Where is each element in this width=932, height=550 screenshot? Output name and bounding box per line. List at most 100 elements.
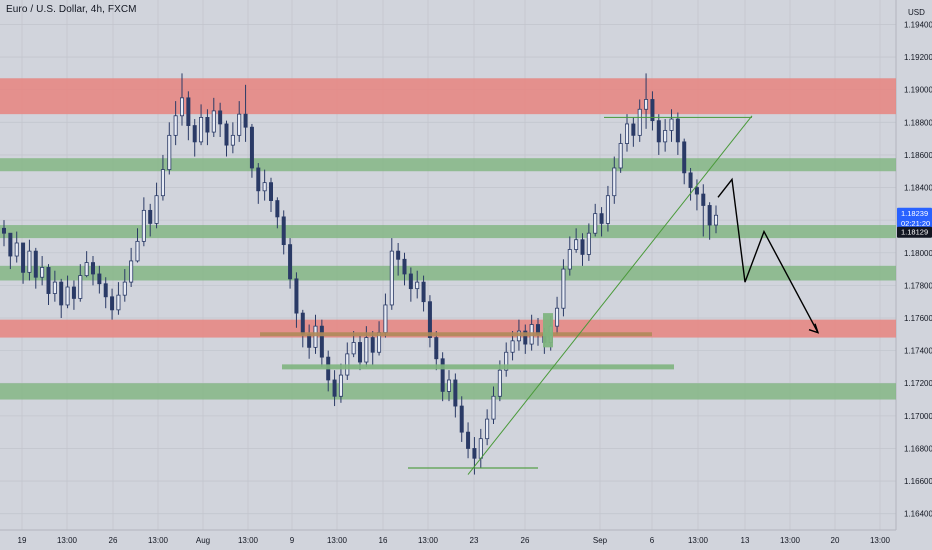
candle-body-down <box>71 286 76 299</box>
candle-body-down <box>580 239 585 255</box>
x-tick-label: 13 <box>741 536 750 545</box>
candle-body-up <box>129 260 134 283</box>
symbol-title: Euro / U.S. Dollar, 4h, FXCM <box>6 4 137 15</box>
candle-body-down <box>205 117 210 133</box>
candle-body-down <box>408 273 413 290</box>
candle-body-up <box>561 268 566 309</box>
candle-body-up <box>154 195 159 224</box>
candle-body-up <box>669 118 674 131</box>
support-zone <box>0 265 896 281</box>
candle-body-down <box>523 330 528 345</box>
x-tick-label: 16 <box>379 536 388 545</box>
y-tick-label: 1.18400 <box>904 184 932 193</box>
candle-body-down <box>427 301 432 338</box>
candle-body-down <box>192 125 197 143</box>
candle-body-up <box>179 97 184 117</box>
candle-body-down <box>650 99 655 122</box>
candle-body-down <box>186 97 191 126</box>
candle-body-down <box>46 267 51 294</box>
candle-body-up <box>478 438 483 459</box>
candle-body-up <box>714 214 719 226</box>
candle-body-down <box>224 123 229 146</box>
resistance-zone <box>0 319 896 338</box>
y-tick-label: 1.18800 <box>904 118 932 127</box>
y-tick-label: 1.19000 <box>904 86 932 95</box>
candle-body-down <box>688 172 693 188</box>
candle-body-down <box>440 358 445 392</box>
candle-body-up <box>116 294 121 311</box>
candle-body-up <box>574 239 579 250</box>
candle-body-up <box>593 213 598 234</box>
candle-body-up <box>135 240 140 262</box>
currency-label: USD <box>908 8 925 17</box>
candle-body-up <box>504 351 509 371</box>
bid-price-label: 1.18239 <box>901 209 928 218</box>
candle-body-down <box>434 337 439 360</box>
price-axis-background <box>896 0 932 550</box>
candle-body-down <box>97 273 102 285</box>
candle-body-down <box>256 167 261 192</box>
annotations <box>260 115 820 475</box>
x-tick-label: 20 <box>831 536 840 545</box>
x-tick-label: 9 <box>290 536 295 545</box>
candle-body-up <box>415 281 420 290</box>
candle-body-down <box>466 431 471 449</box>
x-tick-label: 26 <box>521 536 530 545</box>
x-tick-label: 13:00 <box>870 536 891 545</box>
projection-path <box>717 177 819 334</box>
y-tick-label: 1.17200 <box>904 379 932 388</box>
candle-body-down <box>319 325 324 358</box>
x-tick-label: 26 <box>109 536 118 545</box>
candle-body-down <box>300 312 305 335</box>
candle-body-down <box>701 193 706 206</box>
consolidation-box <box>543 313 553 348</box>
candle-body-down <box>21 242 26 273</box>
candle-body-down <box>707 205 712 226</box>
candle-body-up <box>52 281 57 294</box>
candle-body-up <box>173 115 178 136</box>
candle-body-down <box>91 262 96 275</box>
x-tick-label: 13:00 <box>688 536 709 545</box>
candle-body-up <box>338 374 343 397</box>
candle-body-up <box>199 117 204 143</box>
candle-body-up <box>78 275 83 299</box>
y-tick-label: 1.18600 <box>904 151 932 160</box>
price-zones <box>0 78 896 400</box>
y-tick-label: 1.17600 <box>904 314 932 323</box>
candle-body-down <box>218 110 223 125</box>
candle-body-down <box>472 448 477 459</box>
candle-body-down <box>294 278 299 314</box>
candle-body-down <box>682 141 687 174</box>
candle-body-down <box>33 250 38 278</box>
support-zone <box>0 158 896 172</box>
price-axis: 1.16400 1.16600 1.16800 1.17000 1.17200 1.174… <box>895 0 932 550</box>
candle-body-up <box>230 134 235 146</box>
x-tick-label: 6 <box>650 536 655 545</box>
candle-body-down <box>675 118 680 143</box>
x-tick-label: 13:00 <box>418 536 439 545</box>
ask-price-label: 1.18129 <box>901 228 928 237</box>
candle-body-up <box>211 110 216 133</box>
candle-body-up <box>351 342 356 355</box>
y-tick-label: 1.16600 <box>904 477 932 486</box>
candle-body-down <box>110 296 115 311</box>
y-tick-label: 1.19400 <box>904 20 932 29</box>
candle-body-up <box>586 232 591 255</box>
candle-body-up <box>237 113 242 136</box>
candle-body-up <box>567 249 572 270</box>
x-tick-label: Sep <box>593 536 608 545</box>
candle-body-down <box>59 281 64 306</box>
candle-body-up <box>313 325 318 348</box>
candle-body-down <box>268 182 273 201</box>
y-tick-label: 1.17800 <box>904 281 932 290</box>
candle-body-down <box>243 113 248 128</box>
candle-body-down <box>2 227 7 234</box>
resistance-zone <box>0 78 896 115</box>
candle-body-up <box>262 182 267 192</box>
x-tick-label: 23 <box>470 536 479 545</box>
candle-body-up <box>383 304 388 334</box>
candle-body-down <box>396 250 401 260</box>
